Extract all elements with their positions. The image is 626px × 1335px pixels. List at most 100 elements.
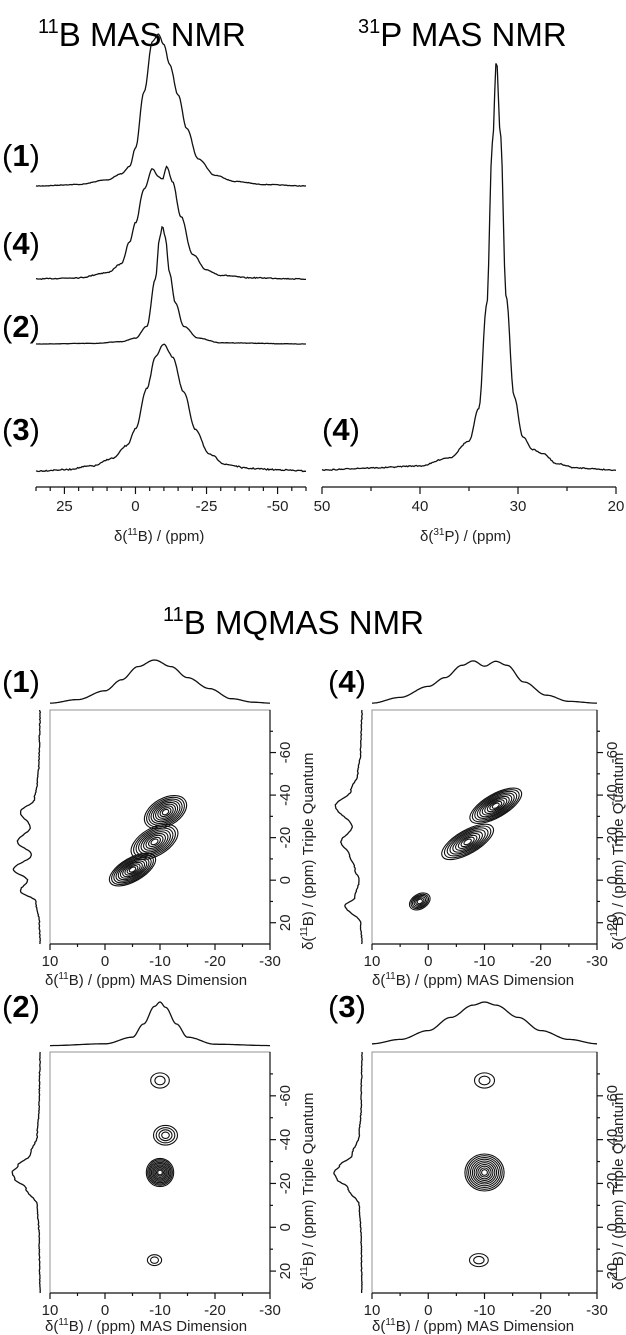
mq_4-x-tick-label: 0 [424,953,432,970]
mq_4-contour-peak1 [441,823,495,861]
mq_3-contour-peak1 [477,1165,492,1180]
mq_2-contour-peak2 [152,1124,179,1146]
mq_1-contour-peak1 [119,860,146,879]
p-mas-tick-label: 50 [314,498,331,515]
b-mas-x-axis-label: δ(11B) / (ppm) [114,527,204,545]
mq_4-contour-peak1 [455,832,481,851]
mq_3-y-tick-label: -20 [604,1173,621,1195]
mq3-x-axis-label: δ(11B) / (ppm) MAS Dimension [372,1317,574,1335]
label-p-mas-4: (4) [322,412,360,447]
svg-text:(4): (4) [328,664,366,699]
mq_4-contour-peak2 [474,790,518,821]
mqmas-panel-1: 10 0 -10 -20 -30 -60 -40 -20 0 20 [12,659,294,970]
p-mas-tick-label: 20 [608,498,625,515]
mq_4-x-tick-label: -10 [474,953,496,970]
mq_4-contour-peak2 [481,795,510,816]
mq_3-contour-peak1 [468,1156,501,1189]
mq_4-f1-projection [334,709,363,945]
mq_2-contour-peak1 [150,1163,170,1182]
mq_1-contour-peak1 [115,857,150,882]
mq_4-frame [371,709,598,945]
svg-text:(3): (3) [2,412,40,447]
mq_1-y-tick-label: 20 [277,914,294,931]
title-p-mas-sup: 31 [358,16,380,38]
mq_1-contour-peak3 [159,807,172,818]
mq_2-y-tick-label: -60 [277,1085,294,1107]
svg-text:(2): (2) [2,989,40,1024]
mq_4-contour-peak1 [460,836,475,848]
mq_1-x-tick-label: -30 [259,953,281,970]
mq_2-contour-peak4 [146,1254,163,1267]
mq4-x-axis-label: δ(11B) / (ppm) MAS Dimension [372,971,574,989]
mq_3-y-tick-label: 20 [604,1263,621,1280]
mq_2-y-tick-label: -20 [277,1173,294,1195]
mq_1-contour-peak3 [143,794,188,830]
mq_3-contour-peak1 [471,1160,498,1185]
mq_4-contour-peak1 [457,834,478,849]
mq_4-contour-peak2 [471,789,520,823]
mq_4-contour-peak1 [449,829,486,855]
mq_4-y-tick-label: -20 [604,827,621,849]
mq_2-y-tick-label: 20 [277,1263,294,1280]
mq_1-contour-peak1 [124,863,141,876]
b-mas-tick-label: 0 [131,498,139,515]
label-b-mas-3: (3) [2,412,40,447]
mq_4-x-tick-label: -30 [586,953,608,970]
mq_3-x-tick-label: 0 [424,1302,432,1319]
mq_2-contour-peak1 [152,1164,168,1181]
mq_2-contour-peak1 [147,1159,173,1186]
mq_1-contour-peak2 [145,834,164,849]
mq_2-contour-peak1 [145,1157,175,1188]
mq_2-f1-projection [11,1051,41,1294]
mq_2-contour-peak1 [154,1167,166,1178]
mq_4-f2-projection [372,660,597,704]
mqmas-panel-4: 10 0 -10 -20 -30 -60 -40 -20 0 20 [334,660,621,970]
b-mas-spectrum-2 [35,165,307,281]
svg-text:(1): (1) [2,664,40,699]
title-mqmas: 11B MQMAS NMR [163,604,424,641]
mq_2-contour-peak2 [155,1127,176,1144]
mq_3-f2-projection [372,1001,597,1045]
mq_1-y-tick-label: -20 [277,827,294,849]
label-mq-1: (1) [2,664,40,699]
mq2-x-axis-label: δ(11B) / (ppm) MAS Dimension [45,1317,247,1335]
mq_4-contour-peak3 [412,894,428,909]
label-mq-3: (3) [328,989,366,1024]
mq_4-contour-peak2 [479,794,513,818]
p-mas-tick-label: 30 [510,498,527,515]
title-b-mas-text: B MAS NMR [59,16,246,53]
mq_3-contour-peak1 [479,1167,490,1178]
mq_4-y-tick-label: 0 [604,876,621,884]
mq_2-y-tick-label: -40 [277,1129,294,1151]
mq_1-contour-peak2 [148,836,161,848]
svg-text:(3): (3) [328,989,366,1024]
mq_3-contour-peak1 [473,1162,496,1183]
mq_1-contour-peak2 [130,823,179,861]
mq_1-contour-peak2 [140,831,169,853]
title-mqmas-text: B MQMAS NMR [184,604,424,641]
mq_2-contour-peak4 [149,1256,160,1264]
mq_1-contour-peak3 [161,808,170,816]
mq1-y-axis-label: δ(11B) / (ppm) Triple Quantum [299,753,317,950]
mq_1-contour-peak3 [148,798,183,826]
b-mas-spectra: 25 0 -25 -50 [35,33,307,515]
mq_1-y-tick-label: -40 [277,784,294,806]
mq_2-x-tick-label: -20 [204,1302,226,1319]
mq_2-contour-peak1 [148,1160,172,1185]
mq_2-x-tick-label: 0 [101,1302,109,1319]
b-mas-tick-label: -50 [267,498,289,515]
mq_3-contour-peak2 [478,1075,491,1086]
mq_3-y-tick-label: -40 [604,1129,621,1151]
mq_2-contour-peak1 [153,1165,167,1180]
mq_3-x-tick-label: 10 [364,1302,381,1319]
mq_1-contour-peak1 [122,861,143,878]
mq_3-contour-peak2 [473,1072,496,1089]
label-b-mas-1: (1) [2,138,40,173]
mq_4-contour-peak2 [489,800,503,811]
mqmas-panel-3: 10 0 -10 -20 -30 -60 -40 -20 0 20 [333,1001,621,1319]
mq_3-contour-peak1 [475,1163,494,1182]
b-mas-tick-label: -25 [196,498,218,515]
mq3-y-axis-label: δ(11B) / (ppm) Triple Quantum [609,1093,626,1290]
mq_2-contour-peak2 [158,1129,173,1142]
